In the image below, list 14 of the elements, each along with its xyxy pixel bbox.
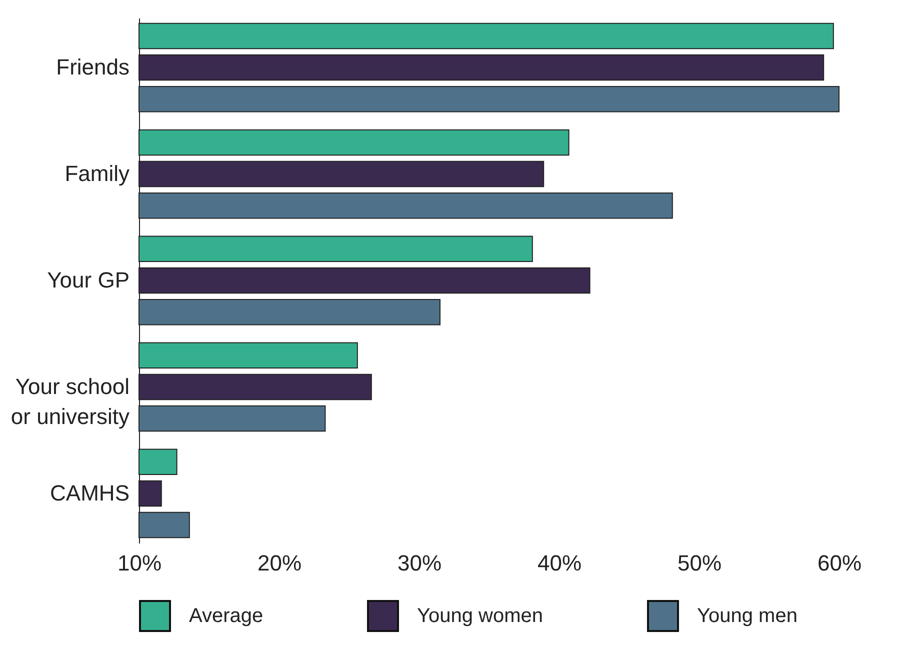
y-tick-label: Your school or university bbox=[10, 374, 130, 429]
x-tick-label: 60% bbox=[817, 550, 862, 576]
x-tick-label: 10% bbox=[117, 550, 162, 576]
x-tick-label: 20% bbox=[257, 550, 302, 576]
x-tick-label: 50% bbox=[677, 550, 722, 576]
y-tick-label: Family bbox=[64, 161, 130, 186]
x-tick-label: 40% bbox=[537, 550, 582, 576]
legend-label: Young women bbox=[417, 605, 544, 627]
legend-label: Average bbox=[189, 605, 264, 627]
y-tick-label: Friends bbox=[56, 54, 130, 80]
y-tick-label: Your GP bbox=[47, 268, 130, 292]
legend-label: Young men bbox=[697, 605, 798, 627]
y-tick-label: CAMHS bbox=[50, 480, 130, 506]
x-tick-label: 30% bbox=[397, 550, 442, 576]
